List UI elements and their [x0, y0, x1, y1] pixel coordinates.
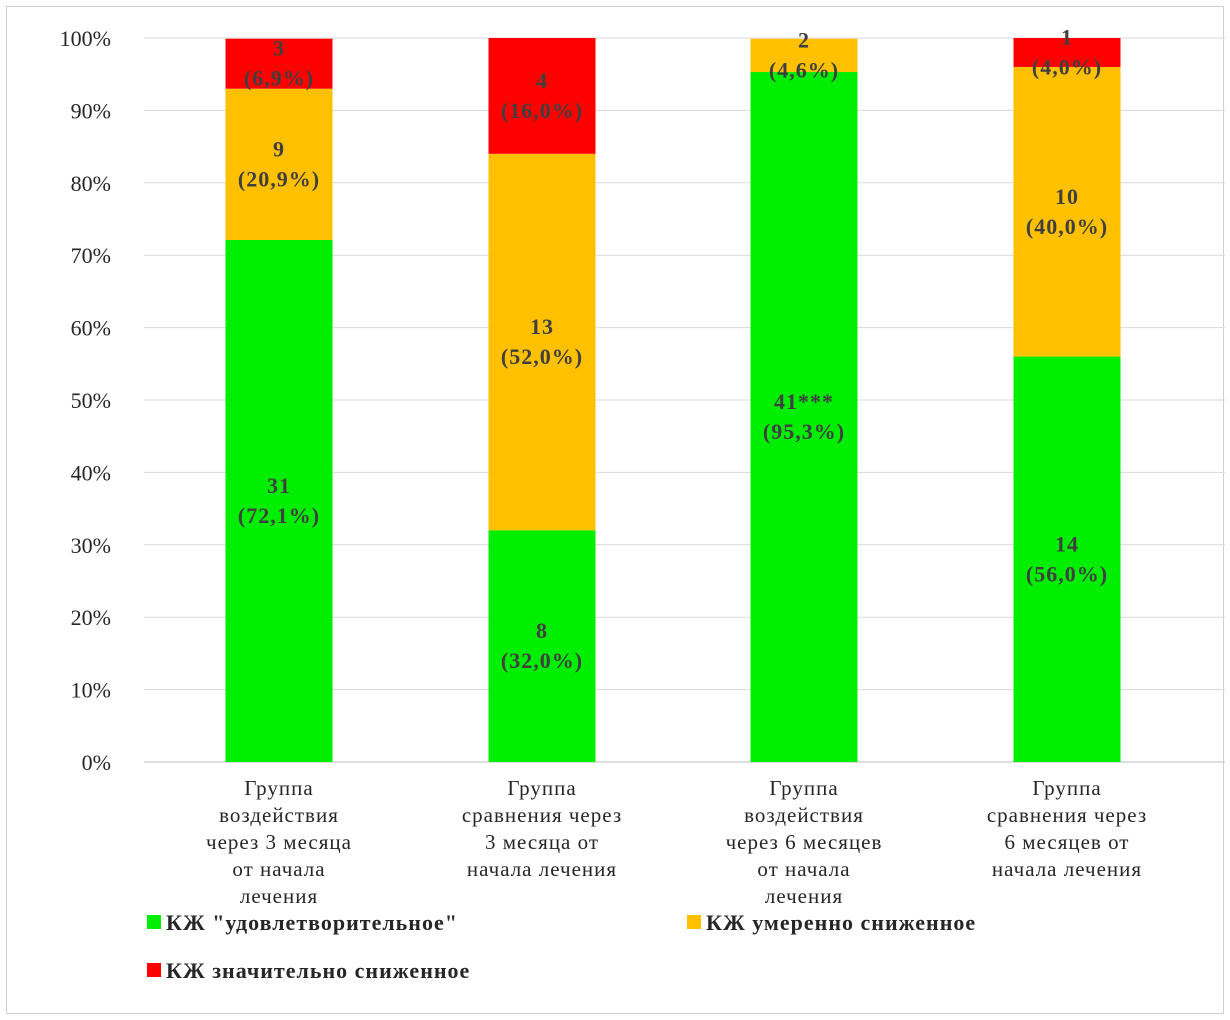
bars — [225, 38, 1121, 763]
bar-segment — [488, 38, 596, 154]
category-label: Группа сравнения через 6 месяцев от начала … — [987, 776, 1147, 881]
legend-swatch — [687, 915, 701, 929]
data-label: 8 (32,0%) — [501, 618, 583, 673]
category-label: Группа воздействия через 3 месяца от начала… — [206, 776, 352, 908]
bar-segment — [488, 530, 596, 762]
data-label: 14 (56,0%) — [1026, 531, 1108, 586]
y-tick-label: 0% — [82, 750, 111, 775]
bar-segment — [225, 239, 333, 763]
y-tick-label: 20% — [71, 605, 111, 630]
y-tick-label: 60% — [71, 316, 111, 341]
stacked-bar-chart: 0% 10% 20% 30% 40% 50% 60% 70% 80% 90% 100% 31 (72,… — [60, 24, 1225, 983]
bar-segment — [1013, 38, 1121, 67]
category-label: Группа воздействия через 6 месяцев от начал… — [726, 776, 883, 908]
bar-segment — [225, 88, 333, 240]
legend-label: КЖ значительно сниженное — [166, 958, 470, 983]
y-axis-ticks: 0% 10% 20% 30% 40% 50% 60% 70% 80% 90% 100% — [60, 26, 111, 775]
legend-label: КЖ умеренно сниженное — [706, 910, 976, 935]
y-tick-label: 70% — [71, 243, 111, 268]
x-axis-categories: Группа воздействия через 3 месяца от начала… — [206, 776, 1147, 908]
y-tick-label: 90% — [71, 98, 111, 123]
data-label: 13 (52,0%) — [501, 314, 583, 369]
legend: КЖ "удовлетворительное" КЖ умеренно сниже… — [147, 910, 976, 983]
bar-segment — [225, 38, 333, 89]
y-tick-label: 80% — [71, 171, 111, 196]
data-label: 31 (72,1%) — [238, 473, 320, 528]
data-label: 10 (40,0%) — [1026, 184, 1108, 239]
bar-segment — [750, 72, 858, 762]
bar-segment — [1013, 356, 1121, 762]
y-tick-label: 50% — [71, 388, 111, 413]
data-label: 2 (4,6%) — [769, 27, 839, 82]
chart-frame: 0% 10% 20% 30% 40% 50% 60% 70% 80% 90% 100% 31 (72,… — [6, 6, 1225, 1014]
y-tick-label: 40% — [71, 460, 111, 485]
y-tick-label: 100% — [60, 26, 111, 51]
bar-segment — [1013, 66, 1121, 357]
legend-swatch — [147, 963, 161, 977]
data-label: 9 (20,9%) — [238, 136, 320, 191]
legend-swatch — [147, 915, 161, 929]
y-tick-label: 10% — [71, 678, 111, 703]
category-label: Группа сравнения через 3 месяца от начала л… — [462, 776, 622, 881]
data-label: 1 (4,0%) — [1032, 24, 1102, 79]
legend-label: КЖ "удовлетворительное" — [166, 910, 458, 935]
bar-segment — [488, 153, 596, 531]
data-label: 4 (16,0%) — [501, 68, 583, 123]
bar-segment — [750, 38, 858, 73]
y-tick-label: 30% — [71, 533, 111, 558]
data-label: 41*** (95,3%) — [763, 389, 845, 444]
data-labels: 31 (72,1%) 8 (32,0%) 41*** (95,3%) 14 (56,0%) 9(… — [238, 24, 1108, 673]
data-label: 3 (6,9%) — [244, 36, 314, 91]
